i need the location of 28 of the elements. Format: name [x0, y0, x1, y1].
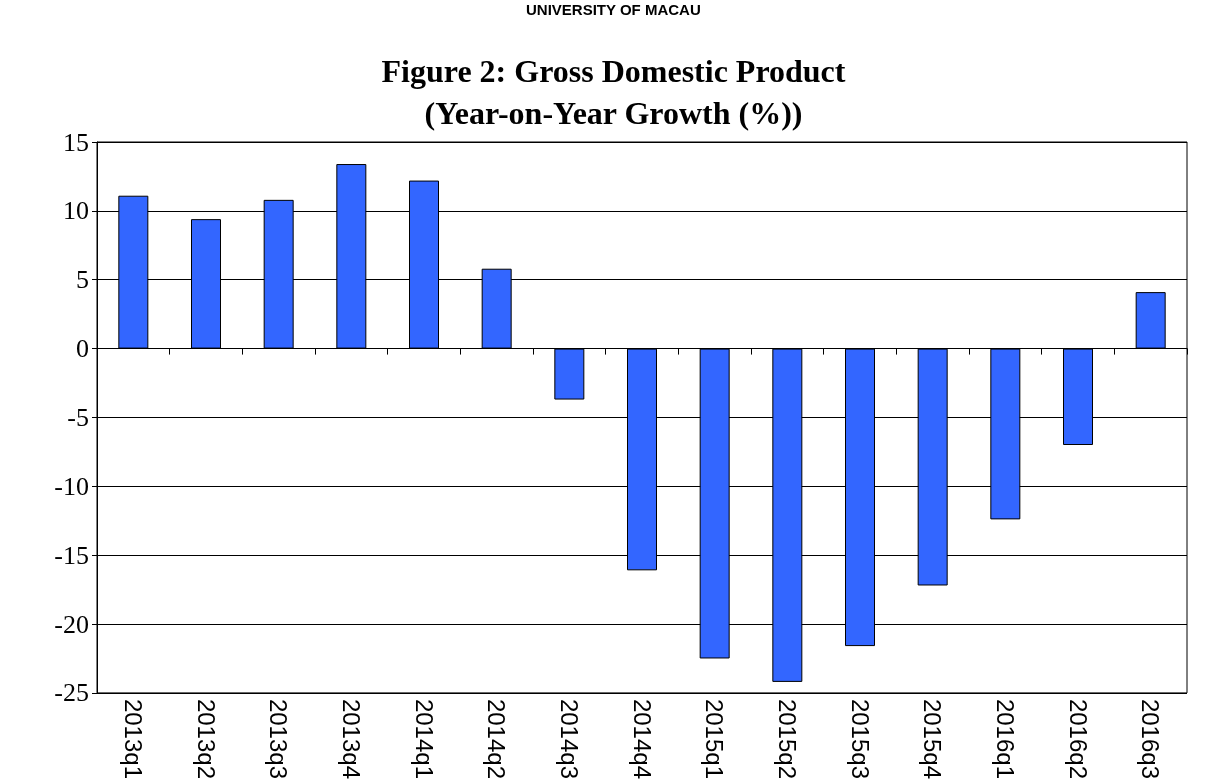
y-tick-label: -5: [67, 402, 89, 432]
x-tick-label: 2016q1: [991, 698, 1019, 780]
x-tick-label: 2016q3: [1137, 698, 1165, 780]
y-tick-label: 0: [76, 334, 89, 364]
x-tick-label: 2013q2: [192, 698, 220, 780]
y-tick-label: 15: [63, 127, 89, 157]
y-tick-label: -20: [54, 609, 89, 639]
x-tick-label: 2015q3: [846, 698, 874, 780]
bar: [1135, 292, 1166, 349]
text: UNIVERSITY OF MACAU: [526, 1, 701, 18]
x-tick-label: 2013q4: [337, 698, 365, 780]
x-tick-label: 2013q3: [265, 698, 293, 780]
bar: [554, 348, 585, 400]
x-tick-label: 2014q1: [410, 698, 438, 780]
x-tick-label: 2015q1: [701, 698, 729, 780]
y-tick-label: -10: [54, 471, 89, 501]
y-tick-label: -15: [54, 540, 89, 570]
y-tick-label: -25: [54, 678, 89, 708]
x-tick-label: 2014q4: [628, 698, 656, 780]
x-tick-label: 2016q2: [1064, 698, 1092, 780]
chart-title: Figure 2: Gross Domestic Product (Year-on-Year Growth (%)): [381, 53, 846, 131]
x-tick-label: 2014q2: [483, 698, 511, 780]
x-tick-label: 2014q3: [555, 698, 583, 780]
x-tick-label: 2013q1: [119, 698, 147, 780]
y-tick-label: 10: [63, 196, 89, 226]
x-tick-label: 2015q4: [919, 698, 947, 780]
x-tick-label: 2015q2: [773, 698, 801, 780]
y-tick-label: 5: [76, 265, 89, 295]
